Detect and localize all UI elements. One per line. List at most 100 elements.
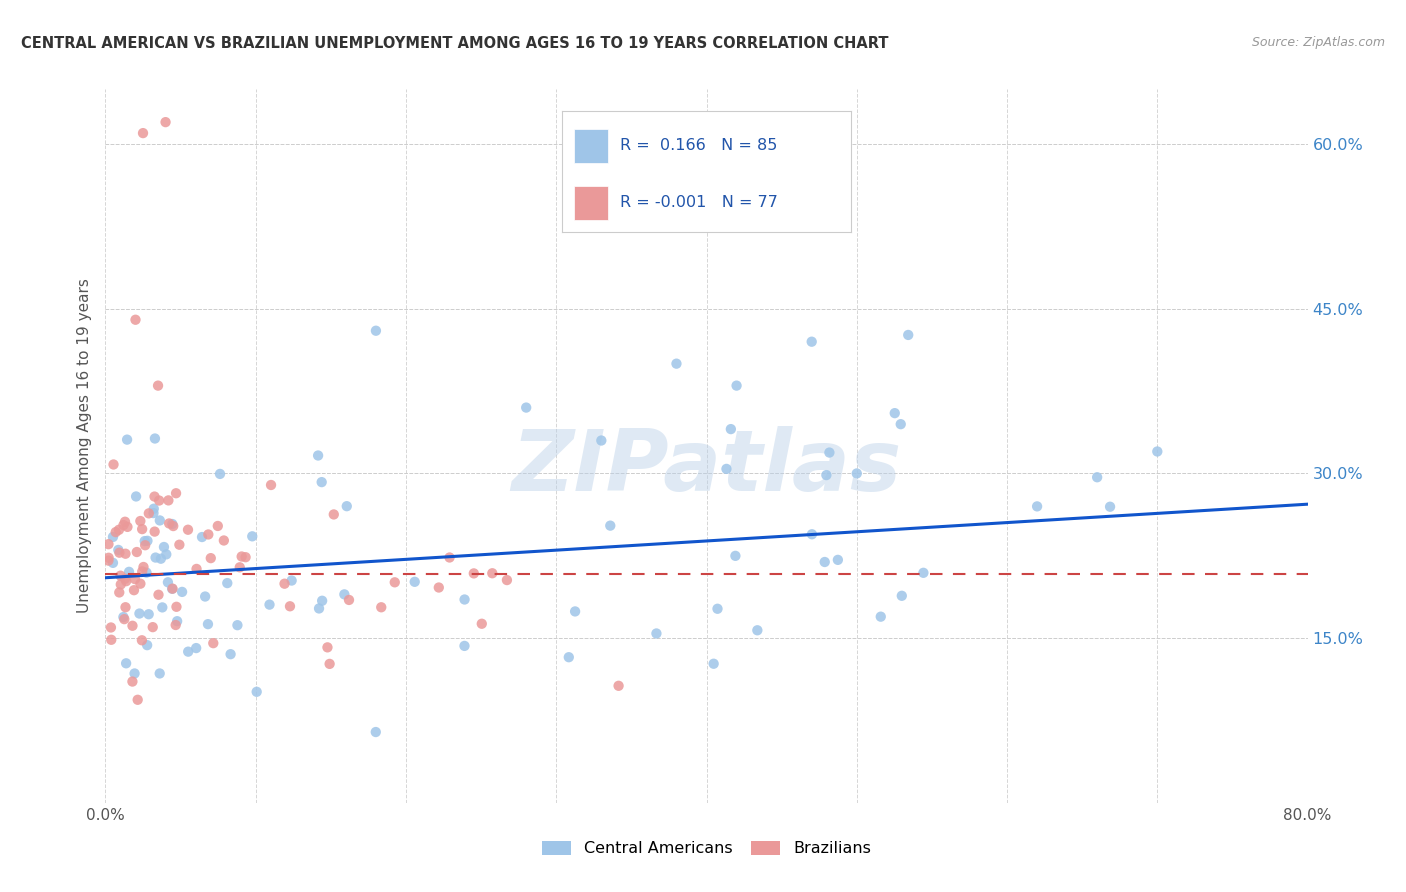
Point — [197, 617, 219, 632]
Point — [186, 562, 208, 576]
Point — [124, 312, 146, 326]
Point — [747, 624, 769, 638]
Point — [404, 574, 426, 589]
Point — [131, 522, 153, 536]
Point — [177, 523, 200, 537]
Point — [725, 378, 748, 392]
Point — [200, 551, 222, 566]
Point — [150, 600, 173, 615]
Point — [132, 560, 155, 574]
Point — [145, 550, 167, 565]
Point — [384, 575, 406, 590]
Point — [135, 566, 157, 580]
Point — [364, 324, 387, 338]
Point — [115, 657, 138, 671]
Point — [226, 618, 249, 632]
Point — [186, 641, 208, 656]
Point — [165, 618, 187, 632]
Point — [101, 530, 124, 544]
Point — [146, 378, 169, 392]
Point — [515, 401, 537, 415]
Point — [1146, 444, 1168, 458]
Point — [115, 574, 138, 589]
Point — [143, 524, 166, 539]
Point — [169, 538, 191, 552]
Point — [148, 493, 170, 508]
Point — [665, 357, 688, 371]
Point — [101, 556, 124, 570]
Point — [136, 638, 159, 652]
Point — [318, 657, 340, 671]
Point — [129, 576, 152, 591]
Point — [129, 514, 152, 528]
Point — [155, 115, 177, 129]
Point — [427, 581, 450, 595]
Point — [720, 422, 742, 436]
Point — [336, 499, 359, 513]
Point — [166, 599, 188, 614]
Point — [496, 573, 519, 587]
Point — [100, 632, 122, 647]
Point — [148, 588, 170, 602]
Point — [370, 600, 392, 615]
Point — [818, 445, 841, 459]
Point — [97, 550, 120, 565]
Point — [194, 590, 217, 604]
Point — [177, 645, 200, 659]
Point — [800, 527, 823, 541]
Point — [311, 593, 333, 607]
Point — [121, 619, 143, 633]
Point — [311, 475, 333, 490]
Point — [138, 607, 160, 622]
Point — [125, 490, 148, 504]
Point — [131, 565, 153, 579]
Text: CENTRAL AMERICAN VS BRAZILIAN UNEMPLOYMENT AMONG AGES 16 TO 19 YEARS CORRELATION: CENTRAL AMERICAN VS BRAZILIAN UNEMPLOYME… — [21, 36, 889, 51]
Point — [564, 604, 586, 618]
Point — [273, 576, 295, 591]
Point — [149, 551, 172, 566]
Point — [157, 516, 180, 531]
Point — [814, 555, 837, 569]
Point — [160, 582, 183, 596]
Point — [229, 560, 252, 574]
Point — [108, 523, 131, 537]
Point — [114, 515, 136, 529]
Point — [308, 601, 330, 615]
Point — [143, 432, 166, 446]
Point — [157, 493, 180, 508]
Point — [716, 462, 738, 476]
Text: ZIPatlas: ZIPatlas — [512, 425, 901, 509]
Point — [110, 577, 132, 591]
Point — [219, 647, 242, 661]
Point — [131, 633, 153, 648]
Point — [117, 520, 139, 534]
Point — [890, 417, 912, 432]
Point — [134, 534, 156, 549]
Point — [115, 433, 138, 447]
Point — [127, 693, 149, 707]
Point — [202, 636, 225, 650]
Point — [453, 592, 475, 607]
Point — [191, 530, 214, 544]
Point — [124, 666, 146, 681]
Point — [149, 666, 172, 681]
Point — [162, 519, 184, 533]
Point — [103, 458, 125, 472]
Point — [112, 612, 135, 626]
Point — [121, 674, 143, 689]
Point — [132, 126, 155, 140]
Point — [453, 639, 475, 653]
Point — [165, 486, 187, 500]
Point — [162, 582, 184, 596]
Point — [364, 725, 387, 739]
Point — [815, 468, 838, 483]
Point — [156, 575, 179, 590]
Point — [166, 614, 188, 628]
Point — [883, 406, 905, 420]
Point — [278, 599, 301, 614]
Point — [142, 501, 165, 516]
Point — [104, 525, 127, 540]
Point — [827, 553, 849, 567]
Point — [260, 478, 283, 492]
Point — [142, 506, 165, 520]
